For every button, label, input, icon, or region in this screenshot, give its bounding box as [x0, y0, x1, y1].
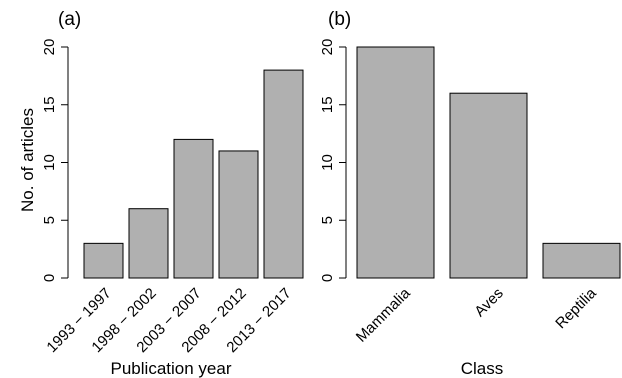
y-tick-label: 10 [319, 154, 336, 171]
bar [173, 138, 214, 279]
x-tick-label: Reptilia [552, 284, 600, 332]
bar [542, 242, 621, 279]
panel-label-b: (b) [328, 9, 351, 30]
y-tick-label: 0 [41, 274, 58, 282]
x-tick-labels-b: Mammalia Aves Reptilia [353, 284, 600, 345]
y-ticks-b: 0 5 10 15 20 [319, 39, 346, 282]
x-tick-label: Mammalia [353, 284, 414, 345]
y-tick-label: 20 [319, 39, 336, 56]
bar [449, 92, 528, 279]
y-ticks-a: 0 5 10 15 20 [41, 39, 68, 282]
chart-panel-class: (b) 0 5 10 15 20 Mammalia Aves Reptilia Class [319, 9, 621, 378]
y-tick-label: 5 [41, 216, 58, 224]
y-axis-title: No. of articles [18, 108, 37, 212]
bar [128, 208, 169, 279]
chart-panel-publication-year: (a) No. of articles 0 5 10 15 20 1993 − 1997… [18, 9, 304, 378]
bars-a [83, 69, 304, 279]
y-tick-label: 15 [41, 96, 58, 113]
y-tick-label: 5 [319, 216, 336, 224]
panel-label-a: (a) [58, 9, 81, 30]
bar [218, 150, 259, 279]
x-axis-title-a: Publication year [111, 359, 232, 378]
bars-b [356, 46, 621, 279]
x-axis-title-b: Class [461, 359, 504, 378]
x-tick-label: Aves [471, 285, 506, 320]
y-tick-label: 10 [41, 154, 58, 171]
y-tick-label: 0 [319, 274, 336, 282]
y-tick-label: 20 [41, 39, 58, 56]
bar [263, 69, 304, 279]
y-tick-label: 15 [319, 96, 336, 113]
bar [83, 242, 124, 279]
bar [356, 46, 435, 279]
